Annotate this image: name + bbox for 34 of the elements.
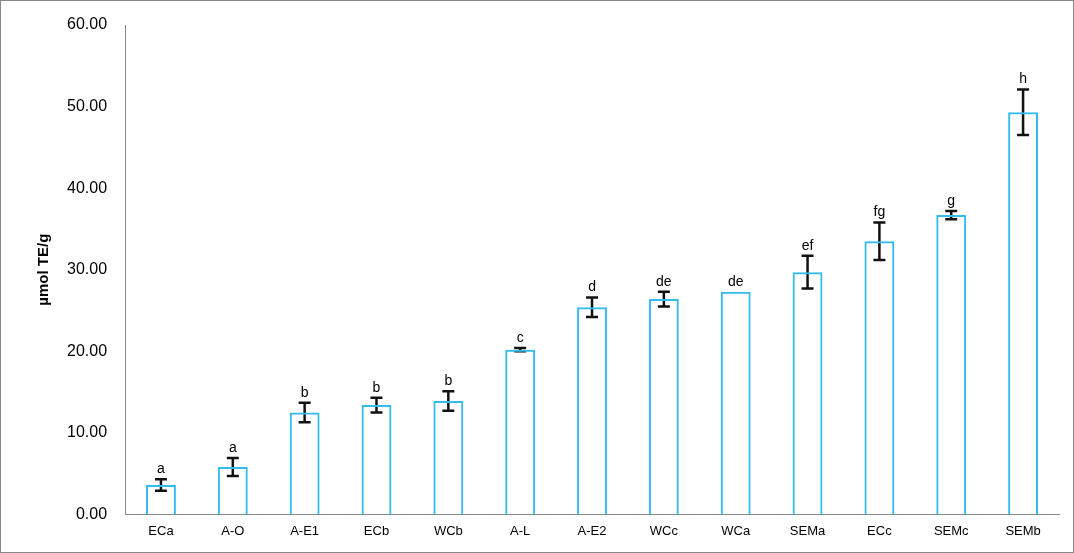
x-tick-label: A-E2: [577, 522, 607, 538]
y-tick-label: 20.00: [66, 341, 108, 359]
y-tick-label: 40.00: [66, 178, 108, 196]
annotation: a: [157, 460, 166, 477]
annotation: fg: [873, 203, 886, 220]
x-tick-label: ECc: [867, 522, 893, 538]
annotation: d: [588, 278, 596, 295]
y-tick-label: 10.00: [66, 423, 108, 441]
annotation: b: [444, 372, 453, 389]
annotation: h: [1019, 70, 1027, 87]
x-tick-label: A-E1: [290, 522, 320, 538]
x-tick-label: SEMc: [933, 522, 970, 538]
annotation: de: [727, 272, 744, 289]
y-tick-label: 0.00: [75, 504, 108, 522]
y-tick-label: 60.00: [66, 15, 108, 33]
x-tick-label: WCb: [433, 522, 463, 538]
annotation: de: [656, 272, 672, 289]
x-tick-label: ECb: [363, 522, 390, 538]
x-tick-label: WCa: [721, 522, 751, 538]
annotation: c: [516, 328, 524, 345]
x-tick-label: SEMb: [1005, 522, 1041, 538]
x-tick-label: A-O: [221, 522, 245, 538]
x-tick-label: A-L: [510, 522, 531, 538]
annotation: b: [300, 383, 309, 400]
y-tick-label: 30.00: [66, 260, 108, 278]
y-tick-label: 50.00: [66, 96, 108, 114]
y-axis-title: µmol TE/g: [34, 233, 52, 306]
x-tick-label: SEMa: [789, 522, 827, 538]
x-tick-label: WCc: [649, 522, 679, 538]
annotation: a: [228, 438, 237, 455]
x-tick-label: ECa: [148, 522, 175, 538]
annotation: b: [372, 378, 381, 395]
annotation: ef: [801, 236, 814, 253]
annotation: g: [947, 191, 956, 208]
